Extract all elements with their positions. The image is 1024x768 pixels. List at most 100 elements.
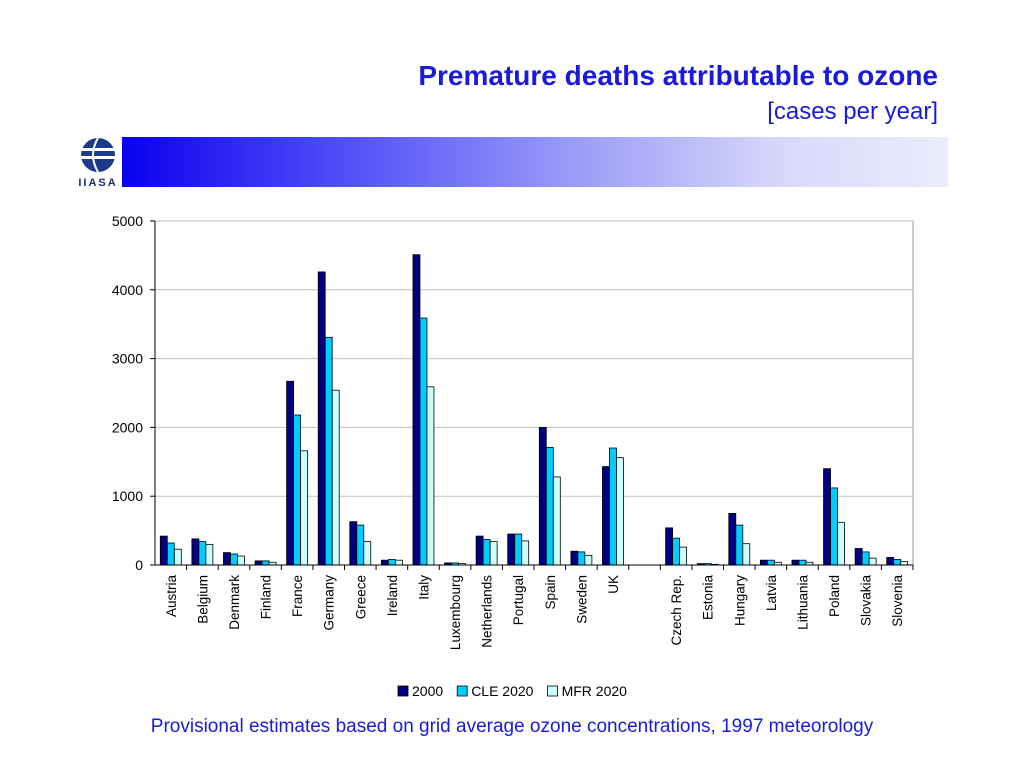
x-tick-label: Estonia [701, 575, 716, 621]
bar-germany-s2 [331, 389, 340, 566]
bar-hungary-s0 [728, 513, 737, 566]
bar-france-s0 [286, 380, 295, 566]
bar-lithuania-s1 [798, 559, 807, 566]
bar-italy-s2 [426, 386, 435, 566]
bar-poland-s1 [830, 487, 838, 566]
x-tick-label: Austria [164, 575, 179, 618]
bar-portugal-s2 [521, 540, 530, 566]
x-tick-label: Netherlands [480, 575, 495, 648]
grid-lines [154, 220, 914, 566]
bar-greece-s0 [349, 521, 358, 566]
bar-portugal-s0 [507, 533, 516, 566]
x-tick-label: Ireland [385, 575, 400, 616]
bar-netherlands-s1 [482, 539, 491, 566]
x-tick-label: UK [606, 575, 621, 594]
bar-spain-s2 [552, 476, 561, 566]
y-tick-label: 3000 [112, 351, 143, 367]
header-banner [122, 137, 948, 187]
bar-germany-s1 [324, 336, 333, 566]
bar-poland-s2 [837, 521, 845, 566]
bar-denmark-s2 [237, 555, 245, 566]
x-tick-label: Sweden [574, 575, 589, 624]
bar-italy-s1 [419, 317, 428, 566]
bar-belgium-s1 [198, 541, 207, 566]
bar-netherlands-s2 [489, 541, 498, 566]
bar-slovenia-s1 [893, 559, 902, 566]
bar-poland-s0 [823, 468, 831, 566]
bar-sweden-s0 [570, 550, 579, 566]
bar-austria-s2 [173, 548, 182, 566]
bar-lithuania-s0 [791, 559, 800, 566]
logo-text: IIASA [78, 177, 118, 189]
legend-label: 2000 [412, 683, 443, 699]
x-tick-label: Czech Rep. [669, 575, 684, 646]
x-tick-label: France [290, 575, 305, 617]
bar-belgium-s2 [205, 543, 214, 566]
bar-france-s2 [300, 450, 309, 566]
x-tick-label: Hungary [732, 575, 747, 626]
iiasa-logo: IIASA [74, 135, 122, 191]
bar-uk-s0 [602, 466, 610, 566]
bar-spain-s1 [545, 446, 554, 566]
bar-austria-s1 [166, 542, 175, 566]
bar-slovakia-s2 [868, 557, 877, 566]
bar-uk-s1 [609, 447, 617, 566]
bar-sweden-s2 [584, 554, 593, 566]
bar-finland-s1 [261, 560, 270, 566]
bar-italy-s0 [412, 254, 421, 566]
bar-hungary-s2 [742, 543, 751, 566]
tick-labels: 0 1000 2000 3000 4000 5000 Austria Belgium Denma… [112, 213, 905, 650]
chart-title: Premature deaths attributable to ozone [418, 60, 938, 91]
y-tick-label: 5000 [112, 213, 143, 229]
bar-denmark-s1 [230, 553, 238, 566]
x-tick-label: Finland [259, 575, 274, 619]
bar-spain-s0 [538, 426, 547, 566]
x-tick-label: Latvia [764, 575, 779, 612]
bar-ireland-s0 [380, 559, 389, 566]
bar-greece-s1 [356, 524, 365, 566]
x-tick-label: Belgium [195, 575, 210, 624]
x-tick-label: Slovakia [859, 575, 874, 627]
x-tick-label: Italy [416, 575, 431, 600]
bar-czech-rep--s0 [665, 527, 674, 566]
bar-uk-s2 [616, 457, 624, 566]
bar-portugal-s1 [514, 533, 523, 566]
bar-ireland-s2 [394, 559, 403, 566]
bars [159, 254, 909, 566]
legend-swatch [456, 685, 468, 697]
bar-belgium-s0 [191, 538, 200, 566]
x-tick-label: Poland [827, 575, 842, 617]
legend-swatch [547, 685, 558, 697]
bar-slovakia-s0 [854, 548, 863, 566]
bar-slovenia-s2 [900, 561, 909, 566]
x-tick-label: Luxembourg [448, 575, 463, 650]
bar-germany-s0 [317, 271, 326, 566]
x-tick-label: Germany [322, 575, 337, 631]
plot-area [154, 220, 914, 566]
x-tick-label: Portugal [511, 575, 526, 625]
x-tick-label: Lithuania [795, 575, 810, 630]
legend-label: CLE 2020 [471, 683, 533, 699]
x-tick-label: Denmark [227, 575, 242, 630]
bar-finland-s0 [254, 560, 263, 566]
bar-sweden-s1 [577, 551, 586, 566]
bar-denmark-s0 [223, 552, 231, 566]
bar-latvia-s0 [759, 559, 768, 566]
globe-icon [81, 137, 115, 173]
x-tick-label: Slovenia [890, 575, 905, 627]
legend-swatch [397, 685, 409, 697]
legend-label: MFR 2020 [562, 683, 628, 699]
bar-greece-s2 [363, 541, 372, 566]
bar-latvia-s1 [766, 559, 775, 566]
y-tick-label: 2000 [112, 419, 143, 435]
y-tick-label: 1000 [112, 488, 143, 504]
axes [150, 220, 914, 570]
bar-france-s1 [293, 414, 302, 566]
bar-netherlands-s0 [475, 535, 484, 566]
bar-ireland-s1 [387, 559, 396, 566]
bar-czech-rep--s1 [672, 537, 681, 566]
y-tick-label: 4000 [112, 282, 143, 298]
chart-subtitle: [cases per year] [767, 98, 938, 125]
footnote-caption: Provisional estimates based on grid aver… [150, 716, 874, 737]
